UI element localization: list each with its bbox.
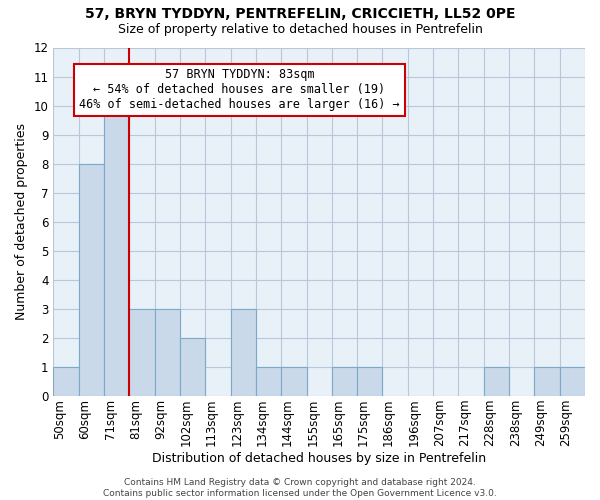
Bar: [484, 367, 509, 396]
Bar: [560, 367, 585, 396]
Bar: [230, 309, 256, 396]
Bar: [130, 309, 155, 396]
Bar: [155, 309, 180, 396]
Y-axis label: Number of detached properties: Number of detached properties: [15, 124, 28, 320]
Bar: [180, 338, 205, 396]
Bar: [535, 367, 560, 396]
Bar: [256, 367, 281, 396]
Bar: [281, 367, 307, 396]
Bar: [332, 367, 357, 396]
Bar: [104, 106, 130, 396]
Text: Contains HM Land Registry data © Crown copyright and database right 2024.
Contai: Contains HM Land Registry data © Crown c…: [103, 478, 497, 498]
Text: Size of property relative to detached houses in Pentrefelin: Size of property relative to detached ho…: [118, 22, 482, 36]
X-axis label: Distribution of detached houses by size in Pentrefelin: Distribution of detached houses by size …: [152, 452, 486, 465]
Bar: [53, 367, 79, 396]
Text: 57, BRYN TYDDYN, PENTREFELIN, CRICCIETH, LL52 0PE: 57, BRYN TYDDYN, PENTREFELIN, CRICCIETH,…: [85, 8, 515, 22]
Bar: [357, 367, 382, 396]
Text: 57 BRYN TYDDYN: 83sqm
← 54% of detached houses are smaller (19)
46% of semi-deta: 57 BRYN TYDDYN: 83sqm ← 54% of detached …: [79, 68, 400, 112]
Bar: [79, 164, 104, 396]
